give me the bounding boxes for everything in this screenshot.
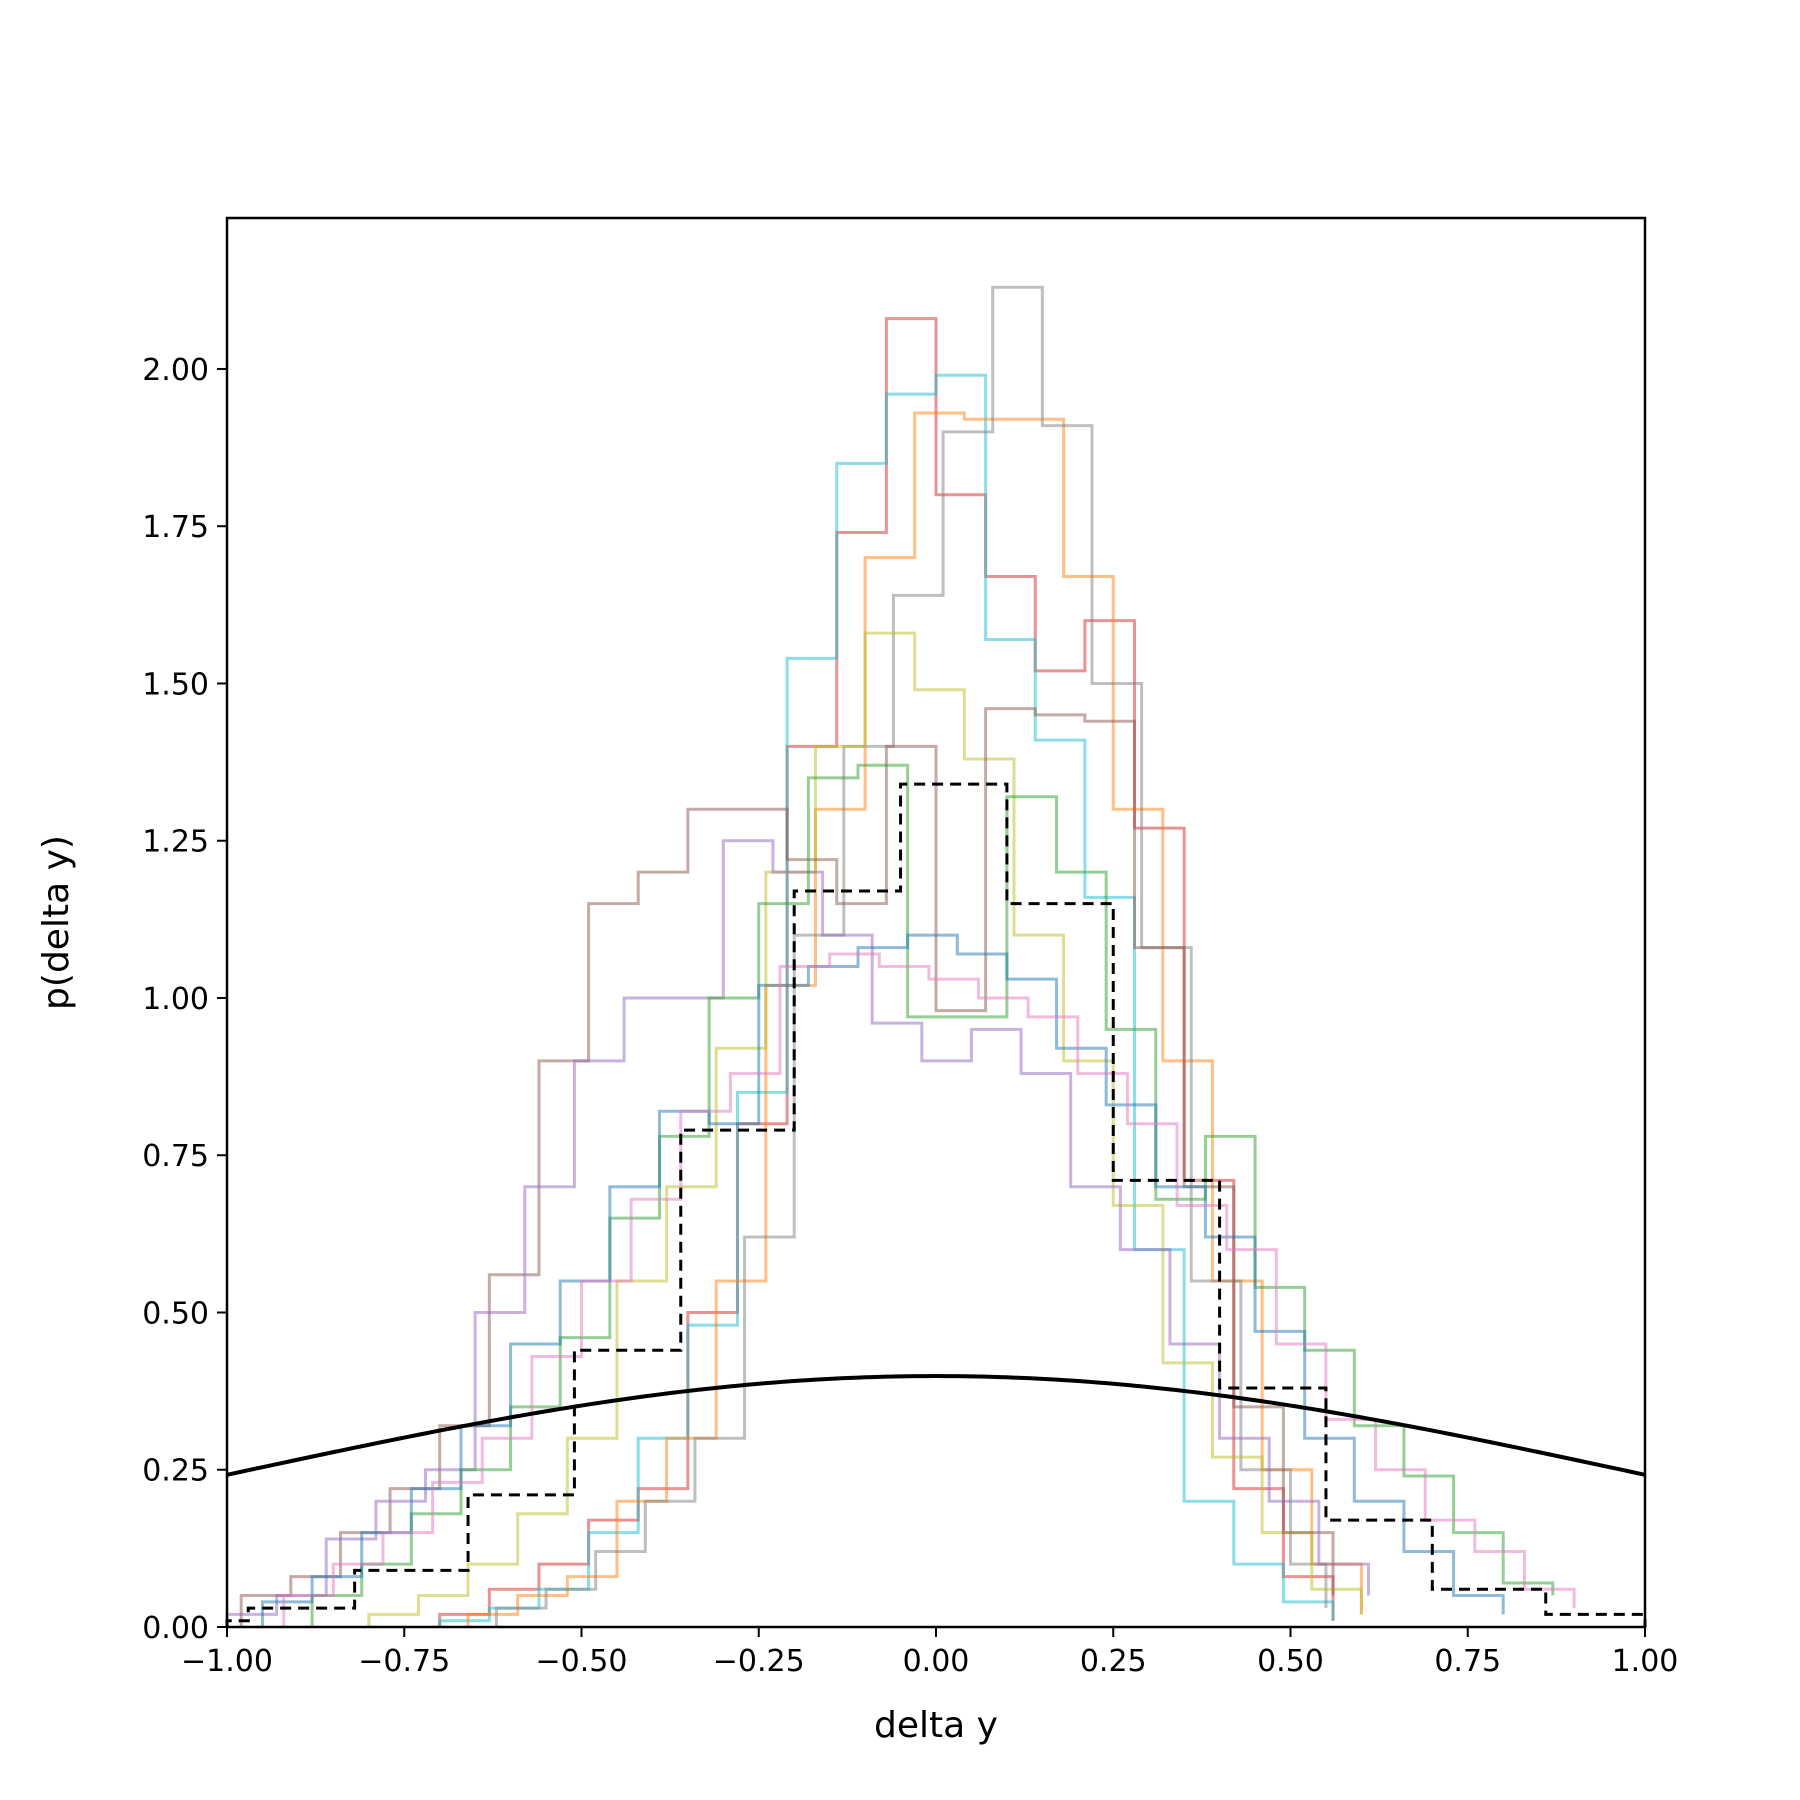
y-tick-label: 2.00 xyxy=(142,353,209,388)
dashed-histogram xyxy=(225,782,1647,1627)
x-axis-ticks: −1.00 −0.75 −0.50 −0.25 0.00 0.25 0.50 0.75 1.00 xyxy=(181,1627,1678,1679)
histogram-series-5 xyxy=(239,707,1335,1627)
normal-curve-layer xyxy=(226,1374,1646,1477)
histogram-layer xyxy=(225,285,1576,1627)
x-tick-label: 0.50 xyxy=(1257,1644,1324,1679)
histogram-series-4 xyxy=(367,631,1363,1627)
x-tick-label: −1.00 xyxy=(181,1644,273,1679)
y-tick-label: 0.00 xyxy=(142,1611,209,1646)
y-tick-label: 0.75 xyxy=(142,1139,209,1174)
histogram-series-3 xyxy=(494,285,1328,1627)
y-tick-label: 1.50 xyxy=(142,667,209,702)
normal-pdf-curve xyxy=(226,1374,1646,1477)
histogram-series-7 xyxy=(310,763,1555,1627)
y-tick-label: 0.25 xyxy=(142,1454,209,1489)
histogram-series-6 xyxy=(225,839,1370,1627)
histogram-series-9 xyxy=(282,952,1576,1627)
x-tick-label: 0.00 xyxy=(903,1644,970,1679)
histogram-series-8 xyxy=(260,933,1505,1627)
x-axis-label: delta y xyxy=(874,1705,998,1746)
x-tick-label: −0.25 xyxy=(713,1644,805,1679)
x-tick-label: −0.50 xyxy=(536,1644,628,1679)
y-tick-label: 1.00 xyxy=(142,982,209,1017)
x-tick-label: 1.00 xyxy=(1612,1644,1679,1679)
y-tick-label: 1.25 xyxy=(142,825,209,860)
y-axis-label: p(delta y) xyxy=(36,835,77,1010)
dashed-histogram-layer xyxy=(225,782,1647,1627)
y-tick-label: 0.50 xyxy=(142,1296,209,1331)
y-tick-label: 1.75 xyxy=(142,510,209,545)
y-axis-ticks: 0.00 0.25 0.50 0.75 1.00 1.25 1.50 1.75 2.00 xyxy=(142,353,227,1646)
x-tick-label: 0.75 xyxy=(1434,1644,1501,1679)
x-tick-label: 0.25 xyxy=(1080,1644,1147,1679)
histogram-series-1 xyxy=(438,373,1335,1627)
x-tick-label: −0.75 xyxy=(358,1644,450,1679)
